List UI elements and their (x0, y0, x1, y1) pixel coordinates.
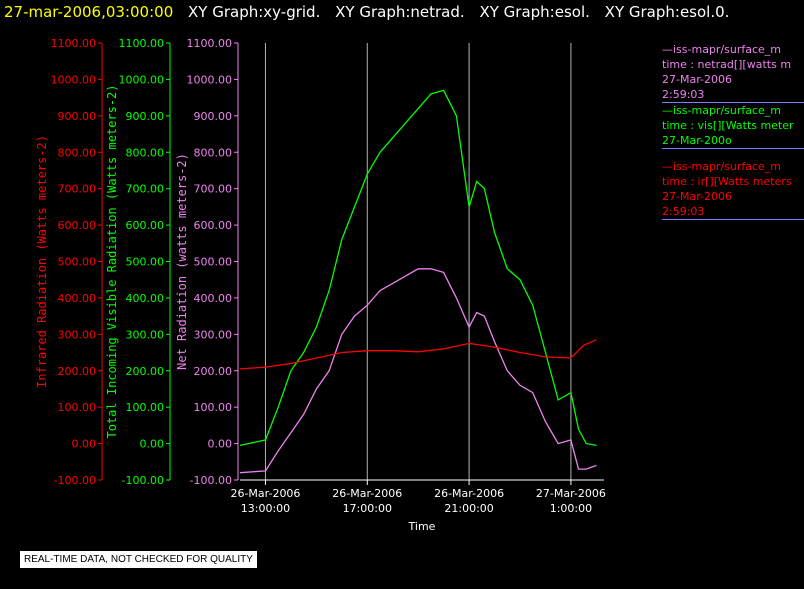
legend-separator (662, 219, 804, 220)
y-tick-label: 900.00 (126, 110, 165, 123)
x-tick-label-time: 1:00:00 (550, 502, 592, 515)
y-tick-label: 0.00 (208, 438, 233, 451)
y-tick-label: 400.00 (194, 292, 233, 305)
y-tick-label: 400.00 (126, 292, 165, 305)
title-bar: 27-mar-2006,03:00:00 XY Graph:xy-grid. X… (4, 3, 729, 21)
legend-separator (662, 102, 804, 103)
legend-line: 2:59:03 (662, 205, 705, 218)
graph-tab-esol-0[interactable]: XY Graph:esol.0. (604, 3, 730, 21)
y-tick-label: 800.00 (126, 146, 165, 159)
y-tick-label: 1100.00 (119, 37, 165, 50)
x-tick-label-time: 21:00:00 (444, 502, 493, 515)
x-tick-label-time: 17:00:00 (343, 502, 392, 515)
y-tick-label: 100.00 (194, 401, 233, 414)
x-tick-label-date: 27-Mar-2006 (536, 487, 606, 500)
legend-line: time : netrad[][watts m (662, 58, 792, 71)
y-tick-label: 900.00 (194, 110, 233, 123)
legend-line: time : vis[][Watts meter (662, 119, 794, 132)
x-tick-label-date: 26-Mar-2006 (230, 487, 300, 500)
y-tick-label: 300.00 (126, 328, 165, 341)
y-tick-label: 0.00 (140, 438, 165, 451)
y-tick-label: 600.00 (58, 219, 97, 232)
y-tick-label: 300.00 (58, 328, 97, 341)
y-tick-label: 100.00 (58, 401, 97, 414)
legend-line: —iss-mapr/surface_m (662, 104, 782, 117)
data-series (239, 89, 597, 474)
y-tick-label: 700.00 (194, 183, 233, 196)
y-tick-label: 500.00 (126, 256, 165, 269)
y-tick-label: 900.00 (58, 110, 97, 123)
y-tick-label: 800.00 (58, 146, 97, 159)
legend-line: 27-Mar-2006 (662, 73, 732, 86)
legend-line: —iss-mapr/surface_m (662, 160, 782, 173)
series-line-2 (239, 339, 597, 370)
quality-warning: REAL-TIME DATA, NOT CHECKED FOR QUALITY (20, 551, 257, 568)
series-line-1 (239, 268, 597, 474)
y-tick-label: 400.00 (58, 292, 97, 305)
legend-line: 27-Mar-2006 (662, 190, 732, 203)
y-tick-label: 500.00 (58, 256, 97, 269)
x-tick-label-date: 26-Mar-2006 (434, 487, 504, 500)
y-tick-label: 800.00 (194, 146, 233, 159)
legend-line: time : ir[][Watts meters (662, 175, 792, 188)
x-axis: 26-Mar-2006 13:00:00 26-Mar-2006 17:00:00 26… (230, 479, 606, 533)
legend-line: 2:59:03 (662, 88, 705, 101)
y-tick-label: 200.00 (126, 365, 165, 378)
x-tick-label-date: 26-Mar-2006 (332, 487, 402, 500)
y-tick-label: 1100.00 (51, 37, 97, 50)
y-tick-label: 600.00 (126, 219, 165, 232)
y-tick-label: 700.00 (126, 183, 165, 196)
y-tick-label: -100.00 (190, 474, 232, 487)
y-axis-label: Net Radiation (watts meters-2) (175, 153, 189, 370)
legend-line: 27-Mar-200o (662, 134, 732, 147)
y-tick-label: 1000.00 (187, 73, 233, 86)
y-tick-label: 200.00 (194, 365, 233, 378)
y-axis-label: Total Incoming Visible Radiation (Watts … (105, 84, 119, 438)
y-tick-label: 700.00 (58, 183, 97, 196)
y-tick-label: 200.00 (58, 365, 97, 378)
y-tick-label: 100.00 (126, 401, 165, 414)
series-line-0 (239, 89, 597, 447)
graph-tab-xy-grid[interactable]: XY Graph:xy-grid. (188, 3, 321, 21)
y-tick-label: 600.00 (194, 219, 233, 232)
y-tick-label: 1000.00 (119, 73, 165, 86)
legend-line: —iss-mapr/surface_m (662, 43, 782, 56)
y-tick-label: 500.00 (194, 256, 233, 269)
vertical-gridlines (264, 43, 572, 480)
graph-tab-esol[interactable]: XY Graph:esol. (479, 3, 590, 21)
chart-timestamp: 27-mar-2006,03:00:00 (4, 3, 174, 21)
y-tick-label: 1100.00 (187, 37, 233, 50)
y-tick-label: 1000.00 (51, 73, 97, 86)
y-axes: -100.00 0.00 100.00 200.00 300.00 400.00 500.0… (35, 37, 239, 487)
y-tick-label: -100.00 (122, 474, 164, 487)
y-tick-label: 0.00 (72, 438, 97, 451)
graph-tab-netrad[interactable]: XY Graph:netrad. (335, 3, 465, 21)
x-axis-label: Time (408, 520, 436, 533)
y-tick-label: -100.00 (54, 474, 96, 487)
y-tick-label: 300.00 (194, 328, 233, 341)
legend-separator (662, 148, 804, 149)
x-tick-label-time: 13:00:00 (241, 502, 290, 515)
y-axis-label: Infrared Radiation (Watts meters-2) (35, 135, 49, 388)
